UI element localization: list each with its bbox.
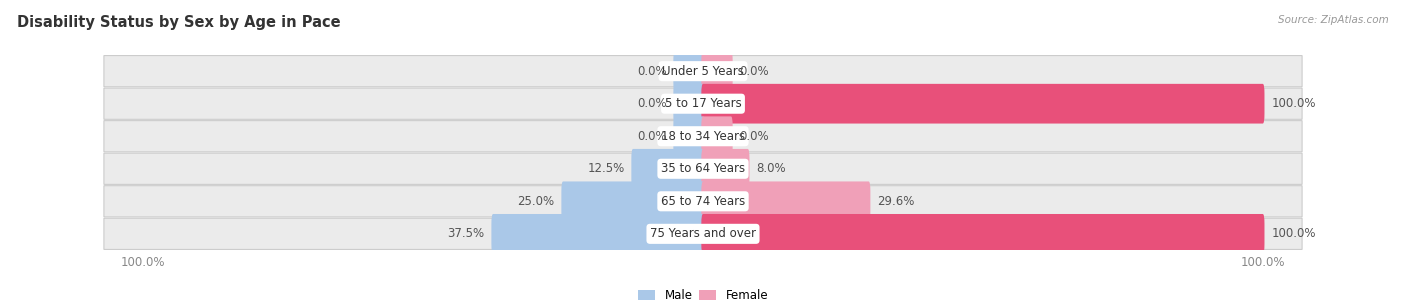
FancyBboxPatch shape xyxy=(702,51,733,91)
Text: 35 to 64 Years: 35 to 64 Years xyxy=(661,162,745,175)
Text: 29.6%: 29.6% xyxy=(877,195,914,208)
Text: Disability Status by Sex by Age in Pace: Disability Status by Sex by Age in Pace xyxy=(17,15,340,30)
FancyBboxPatch shape xyxy=(702,149,749,188)
Text: 75 Years and over: 75 Years and over xyxy=(650,227,756,240)
FancyBboxPatch shape xyxy=(631,149,704,188)
Text: 100.0%: 100.0% xyxy=(1271,97,1316,110)
Text: 65 to 74 Years: 65 to 74 Years xyxy=(661,195,745,208)
Text: 12.5%: 12.5% xyxy=(588,162,624,175)
FancyBboxPatch shape xyxy=(104,56,1302,87)
FancyBboxPatch shape xyxy=(104,218,1302,249)
Text: 0.0%: 0.0% xyxy=(637,130,666,143)
FancyBboxPatch shape xyxy=(702,214,1264,254)
Text: 0.0%: 0.0% xyxy=(740,130,769,143)
Text: Source: ZipAtlas.com: Source: ZipAtlas.com xyxy=(1278,15,1389,25)
FancyBboxPatch shape xyxy=(104,88,1302,119)
Text: 5 to 17 Years: 5 to 17 Years xyxy=(665,97,741,110)
Text: 100.0%: 100.0% xyxy=(1271,227,1316,240)
FancyBboxPatch shape xyxy=(673,51,704,91)
FancyBboxPatch shape xyxy=(561,181,704,221)
Text: 37.5%: 37.5% xyxy=(447,227,485,240)
FancyBboxPatch shape xyxy=(702,84,1264,124)
FancyBboxPatch shape xyxy=(673,84,704,124)
Text: 0.0%: 0.0% xyxy=(637,65,666,78)
FancyBboxPatch shape xyxy=(104,120,1302,152)
FancyBboxPatch shape xyxy=(104,186,1302,217)
Text: Under 5 Years: Under 5 Years xyxy=(662,65,744,78)
Text: 8.0%: 8.0% xyxy=(756,162,786,175)
FancyBboxPatch shape xyxy=(673,117,704,156)
FancyBboxPatch shape xyxy=(492,214,704,254)
Legend: Male, Female: Male, Female xyxy=(633,284,773,305)
Text: 0.0%: 0.0% xyxy=(637,97,666,110)
Text: 0.0%: 0.0% xyxy=(740,65,769,78)
Text: 18 to 34 Years: 18 to 34 Years xyxy=(661,130,745,143)
FancyBboxPatch shape xyxy=(702,117,733,156)
FancyBboxPatch shape xyxy=(104,153,1302,185)
Text: 25.0%: 25.0% xyxy=(517,195,554,208)
FancyBboxPatch shape xyxy=(702,181,870,221)
